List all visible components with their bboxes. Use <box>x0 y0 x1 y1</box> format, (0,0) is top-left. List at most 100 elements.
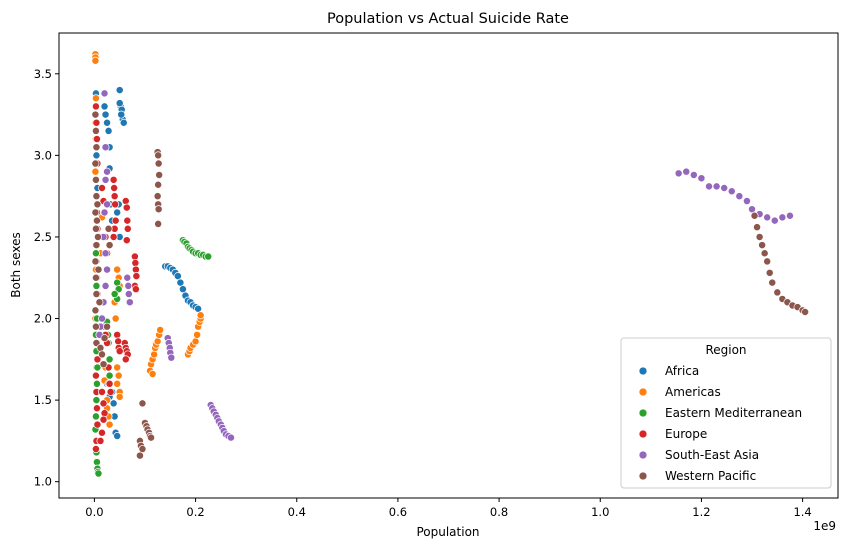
data-point <box>93 232 102 241</box>
data-point <box>801 308 810 316</box>
data-point <box>227 433 235 442</box>
data-point <box>131 259 140 267</box>
data-point <box>138 399 147 408</box>
data-point <box>110 184 119 192</box>
data-point <box>91 126 100 135</box>
data-point <box>770 216 779 225</box>
data-point <box>778 213 787 222</box>
legend-entry: Europe <box>665 427 707 441</box>
x-tick-label: 0.0 <box>85 505 103 519</box>
data-point <box>96 343 105 352</box>
data-point <box>113 278 122 287</box>
data-point <box>100 102 109 111</box>
data-point <box>760 249 769 258</box>
data-point <box>91 175 100 184</box>
data-point <box>109 232 118 241</box>
data-point <box>101 143 110 152</box>
data-point <box>117 110 126 119</box>
x-tick-label: 0.8 <box>490 505 508 519</box>
data-point <box>167 353 176 362</box>
series-south-east-asia <box>95 89 794 442</box>
data-point <box>98 388 106 396</box>
data-point <box>105 241 114 250</box>
data-point <box>101 110 110 119</box>
data-point <box>115 86 124 95</box>
data-point <box>705 182 713 191</box>
data-point <box>753 223 762 232</box>
data-point <box>96 436 105 445</box>
data-point <box>113 265 122 274</box>
data-point <box>91 445 100 453</box>
legend: Region Africa Americas Eastern Mediterranea… <box>620 337 832 489</box>
data-point <box>113 330 122 339</box>
data-point <box>131 265 140 274</box>
data-point <box>91 257 100 266</box>
data-point <box>115 99 124 108</box>
data-point <box>125 298 134 307</box>
data-point <box>176 278 185 287</box>
y-axis-label: Both sexes <box>9 232 23 298</box>
data-point <box>773 288 782 297</box>
data-point <box>92 290 101 298</box>
data-point <box>123 224 132 233</box>
data-point <box>194 304 203 313</box>
data-point <box>92 143 101 152</box>
data-point <box>720 184 729 192</box>
x-tick-label: 0.6 <box>389 505 407 519</box>
legend-marker <box>638 429 648 439</box>
data-point <box>105 371 114 380</box>
data-point <box>114 371 123 380</box>
plot-area <box>91 50 810 478</box>
data-point <box>755 232 764 241</box>
data-point <box>148 370 157 378</box>
data-point <box>92 241 101 250</box>
data-point <box>91 56 100 65</box>
data-point <box>196 311 205 320</box>
data-point <box>697 174 706 183</box>
data-point <box>103 265 112 274</box>
data-point <box>130 252 139 261</box>
data-point <box>98 428 106 437</box>
data-point <box>682 167 691 176</box>
data-point <box>173 272 182 281</box>
x-tick-label: 0.4 <box>288 505 306 519</box>
data-point <box>138 445 147 453</box>
y-tick-label: 3.5 <box>34 67 52 81</box>
data-point <box>119 118 128 127</box>
data-point <box>92 151 101 160</box>
data-point <box>104 224 113 233</box>
data-point <box>92 135 101 143</box>
x-tick-label: 1.0 <box>591 505 609 519</box>
data-point <box>105 420 114 429</box>
data-point <box>748 205 756 214</box>
data-point <box>92 281 101 290</box>
data-point <box>104 126 113 135</box>
data-point <box>204 252 213 261</box>
plot-frame <box>58 32 839 499</box>
data-point <box>100 89 109 98</box>
data-point <box>91 412 100 421</box>
data-point <box>106 388 115 396</box>
data-point <box>93 363 102 372</box>
x-tick-label: 1.2 <box>692 505 710 519</box>
data-point <box>113 379 122 388</box>
data-point <box>92 192 101 201</box>
data-point <box>91 208 100 217</box>
data-point <box>98 314 106 323</box>
data-point <box>105 355 114 364</box>
data-point <box>111 314 120 323</box>
data-point <box>92 458 101 467</box>
data-point <box>91 167 100 176</box>
legend-entry: Africa <box>665 364 699 378</box>
data-point <box>115 392 124 401</box>
data-point <box>113 432 122 440</box>
data-point <box>93 200 102 209</box>
legend-marker <box>638 366 648 376</box>
data-point <box>727 187 736 196</box>
data-point <box>178 285 187 294</box>
data-point <box>712 182 721 191</box>
data-point <box>93 420 102 429</box>
data-point <box>763 213 772 222</box>
data-point <box>110 192 119 201</box>
data-point <box>95 298 104 307</box>
